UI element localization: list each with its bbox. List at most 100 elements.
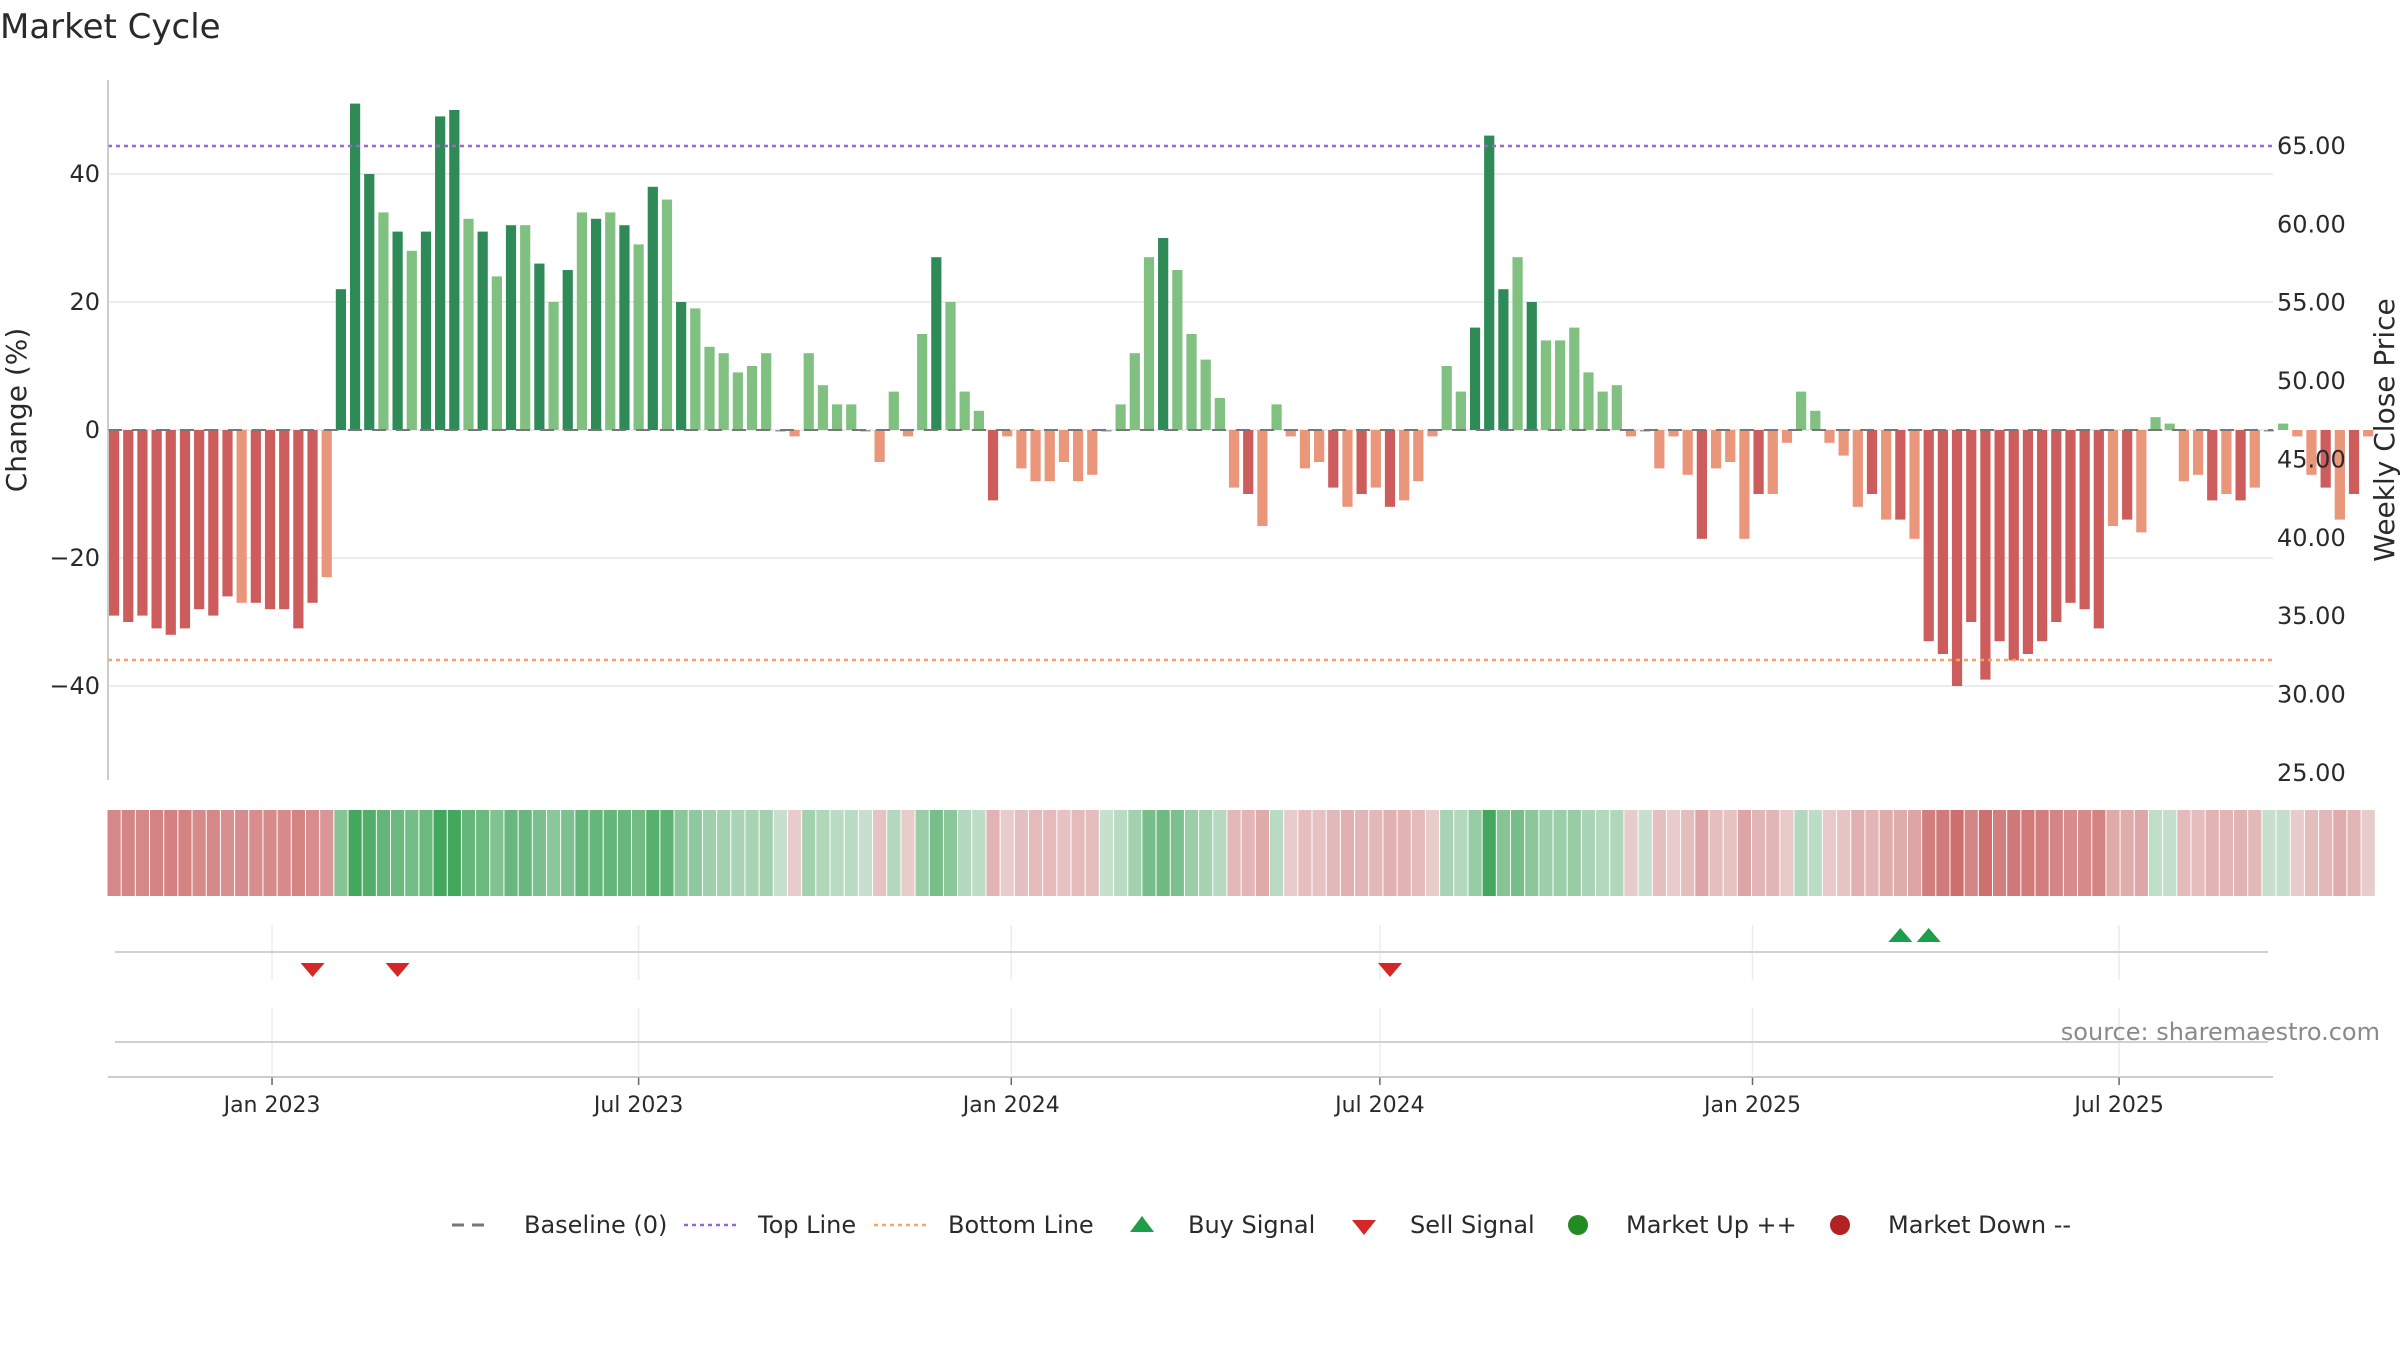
bar <box>1129 353 1140 430</box>
heat-cell <box>858 810 873 896</box>
bar <box>647 186 658 430</box>
heat-cell <box>1553 810 1567 896</box>
bar <box>2107 430 2119 526</box>
legend-item: Top Line <box>684 1211 856 1239</box>
bar <box>1881 430 1892 520</box>
heat-cell <box>929 810 943 896</box>
y2-tick-label: 25.00 <box>2277 759 2346 787</box>
bar <box>1739 430 1750 539</box>
bar <box>1654 430 1665 469</box>
bar <box>590 218 602 430</box>
bar <box>2178 430 2189 482</box>
heat-cell <box>1255 810 1269 896</box>
y2-tick-label: 45.00 <box>2277 445 2346 473</box>
heat-cell <box>1114 810 1128 896</box>
bar <box>1399 430 1410 501</box>
heat-cell <box>1624 810 1638 896</box>
heat-cell <box>2234 810 2248 896</box>
bar <box>236 430 247 603</box>
bar <box>2249 430 2260 488</box>
buy-signal-marker <box>1916 928 1941 942</box>
bar <box>151 430 162 629</box>
heat-cell <box>873 810 887 896</box>
bar <box>817 385 829 430</box>
bar <box>1200 359 1211 430</box>
bar <box>1526 302 1537 430</box>
bar <box>1243 430 1254 494</box>
heat-cell <box>915 810 929 896</box>
heat-cell <box>1709 810 1723 896</box>
heat-cell <box>617 810 632 896</box>
bar <box>789 430 800 437</box>
bar <box>1413 430 1424 482</box>
bar <box>1328 430 1339 488</box>
sell-signal-marker <box>385 963 410 977</box>
heat-cell <box>2248 810 2262 896</box>
heat-cell <box>1794 810 1808 896</box>
bar <box>562 270 573 430</box>
heat-cell <box>490 810 504 896</box>
bar <box>420 231 432 430</box>
bar <box>1781 430 1793 443</box>
heat-cell <box>419 810 433 896</box>
heat-cell <box>1780 810 1794 896</box>
heat-cell <box>305 810 320 896</box>
bar <box>2008 430 2019 661</box>
heat-cell <box>2319 810 2333 896</box>
bar <box>1002 430 1013 437</box>
y2-tick-label: 35.00 <box>2277 602 2346 630</box>
heat-cell <box>1510 810 1525 896</box>
bar <box>2079 430 2090 610</box>
heat-cell <box>362 810 376 896</box>
heat-cell <box>1099 810 1114 896</box>
bar <box>1030 430 1041 482</box>
bar <box>761 353 772 430</box>
bar <box>194 430 205 610</box>
bar <box>1441 366 1452 430</box>
heat-cell <box>1043 810 1057 896</box>
heat-cell <box>1269 810 1284 896</box>
legend-item: Bottom Line <box>874 1211 1094 1239</box>
y-tick-label: 20 <box>69 288 100 316</box>
heat-cell <box>589 810 603 896</box>
bar <box>732 372 743 430</box>
bar <box>477 231 488 430</box>
bar <box>931 257 942 430</box>
signal-panel <box>115 925 2268 1075</box>
bar <box>1384 430 1396 507</box>
bar <box>1484 135 1495 430</box>
bar <box>1356 430 1367 494</box>
heat-cell <box>830 810 844 896</box>
legend-label: Bottom Line <box>948 1211 1094 1239</box>
heat-strip <box>107 810 2375 896</box>
bar <box>108 430 120 616</box>
bar <box>2037 430 2048 642</box>
bar <box>2306 430 2317 475</box>
heat-cell <box>575 810 589 896</box>
bar <box>2164 423 2175 430</box>
bar <box>392 231 403 430</box>
heat-cell <box>646 810 660 896</box>
heat-cell <box>1666 810 1681 896</box>
legend-label: Sell Signal <box>1410 1211 1535 1239</box>
bar <box>1767 430 1778 494</box>
heat-cell <box>1340 810 1355 896</box>
bar <box>2334 430 2345 520</box>
bar <box>661 199 673 430</box>
bar <box>945 302 956 430</box>
heat-cell <box>1879 810 1893 896</box>
bar <box>123 430 134 622</box>
bar <box>1314 430 1325 462</box>
y-tick-label: −40 <box>49 672 100 700</box>
bar <box>1257 430 1268 526</box>
bar <box>874 430 885 462</box>
heat-cell <box>1893 810 1907 896</box>
heat-cell <box>1978 810 1993 896</box>
bar <box>1668 430 1679 437</box>
heat-cell <box>901 810 915 896</box>
heat-cell <box>2063 810 2078 896</box>
heat-cell <box>1822 810 1837 896</box>
heat-cell <box>1525 810 1539 896</box>
source-label: source: sharemaestro.com <box>2061 1018 2380 1046</box>
